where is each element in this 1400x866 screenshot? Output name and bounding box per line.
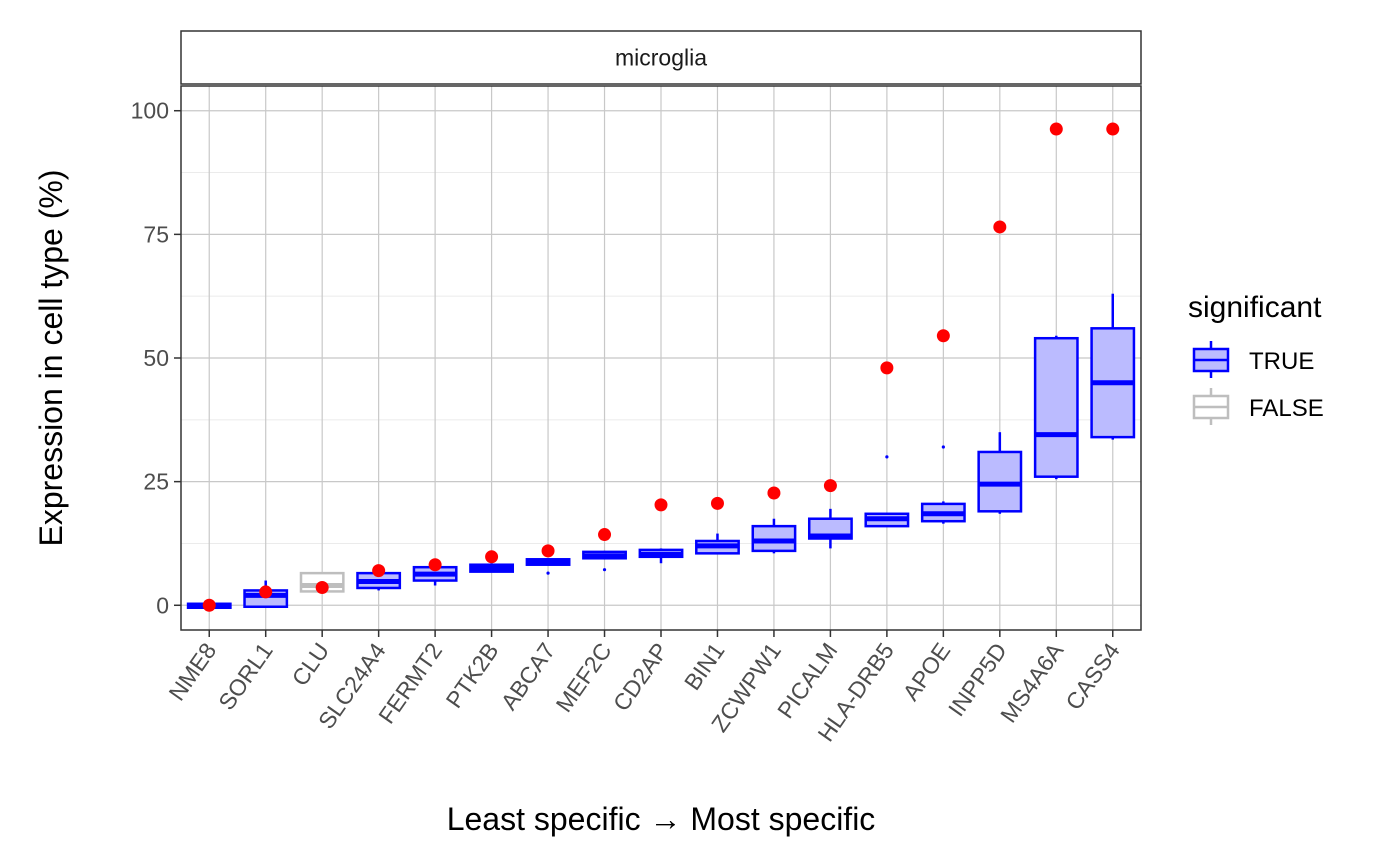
point-zcwpw1 xyxy=(767,486,781,500)
y-tick-label: 0 xyxy=(156,592,169,618)
y-tick-label: 25 xyxy=(143,469,169,495)
x-tick-label: MEF2C xyxy=(551,638,617,717)
point-bin1 xyxy=(710,496,724,510)
y-axis-title: Expression in cell type (%) xyxy=(33,169,69,546)
point-series xyxy=(202,122,1120,612)
y-axis: 0 25 50 75 100 xyxy=(131,98,181,618)
point-abca7 xyxy=(541,544,555,558)
x-tick-label: BIN1 xyxy=(679,638,730,695)
box-zcwpw1 xyxy=(751,518,797,554)
point-clu xyxy=(315,580,329,594)
point-ptk2b xyxy=(485,550,499,564)
box-ptk2b xyxy=(469,563,515,573)
box-mef2c xyxy=(582,550,627,572)
box-bin1 xyxy=(695,533,740,555)
legend-title: significant xyxy=(1188,291,1322,324)
point-cass4 xyxy=(1106,122,1120,136)
facet-strip-box xyxy=(180,30,1142,85)
y-tick-label: 75 xyxy=(143,221,169,247)
point-hla-drb5 xyxy=(880,361,894,375)
box-cass4 xyxy=(1090,293,1136,440)
x-tick-label: PTK2B xyxy=(441,638,504,713)
point-inpp5d xyxy=(993,220,1007,234)
y-tick-label: 50 xyxy=(143,345,169,371)
point-slc24a4 xyxy=(372,564,386,578)
facet-strip: microglia xyxy=(180,30,1142,85)
box-abca7 xyxy=(525,558,571,575)
x-tick-label: APOE xyxy=(897,638,955,705)
point-nme8 xyxy=(202,598,216,612)
point-apoe xyxy=(936,329,950,343)
outlier-point xyxy=(941,445,945,449)
point-fermt2 xyxy=(428,558,442,572)
legend-item-true: TRUE xyxy=(1192,341,1314,378)
x-tick-label: CLU xyxy=(287,638,335,691)
legend-item-false: FALSE xyxy=(1192,388,1324,425)
outlier-point xyxy=(546,571,550,575)
box-cd2ap xyxy=(638,548,684,564)
box-apoe xyxy=(920,445,966,524)
box-body xyxy=(1033,336,1079,478)
point-picalm xyxy=(823,479,837,493)
legend-label: FALSE xyxy=(1249,395,1324,422)
box-inpp5d xyxy=(977,432,1023,514)
x-tick-label: CD2AP xyxy=(608,638,673,716)
point-cd2ap xyxy=(654,498,668,512)
legend-label: TRUE xyxy=(1249,348,1314,375)
box-hla-drb5 xyxy=(864,455,910,528)
outlier-point xyxy=(885,455,889,459)
point-mef2c xyxy=(598,528,612,542)
box-series xyxy=(186,293,1136,609)
x-tick-label: SORL1 xyxy=(213,638,278,715)
x-tick-label: CASS4 xyxy=(1060,638,1125,715)
y-tick-label: 100 xyxy=(131,98,169,124)
x-axis-title: Least specific → Most specific xyxy=(447,801,876,837)
point-sorl1 xyxy=(259,585,273,599)
legend: significant TRUE FALSE xyxy=(1188,291,1324,425)
x-tick-label: ABCA7 xyxy=(496,638,561,715)
box-ms4a6a xyxy=(1033,335,1079,480)
point-ms4a6a xyxy=(1049,122,1063,136)
x-tick-label: NME8 xyxy=(163,638,221,705)
outlier-point xyxy=(602,568,607,572)
box-picalm xyxy=(807,508,853,549)
facet-label: microglia xyxy=(615,45,707,71)
